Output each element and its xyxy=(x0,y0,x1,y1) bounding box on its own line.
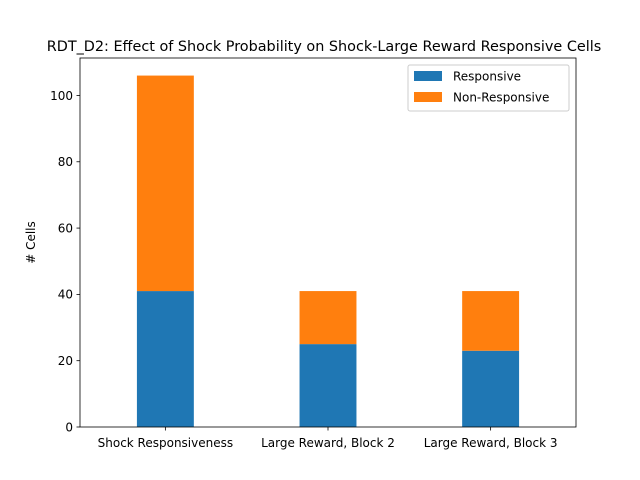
y-tick-label: 80 xyxy=(58,155,73,169)
bar-non-responsive-2 xyxy=(462,291,520,351)
chart-title: RDT_D2: Effect of Shock Probability on S… xyxy=(47,39,602,55)
y-tick-label: 20 xyxy=(58,354,73,368)
x-tick-label: Large Reward, Block 2 xyxy=(261,436,395,450)
plot-frame xyxy=(79,57,577,428)
x-tick-label: Shock Responsiveness xyxy=(98,436,234,450)
bar-responsive-2 xyxy=(462,350,520,427)
legend-swatch-1 xyxy=(414,92,442,102)
bar-non-responsive-1 xyxy=(299,291,357,345)
legend: Responsive Non-Responsive xyxy=(407,64,570,112)
legend-box xyxy=(407,64,570,112)
legend-label-1: Non-Responsive xyxy=(453,91,549,105)
y-axis: 0 20 40 60 80 100 xyxy=(50,89,80,434)
legend-swatch-0 xyxy=(414,71,442,81)
legend-label-0: Responsive xyxy=(453,70,521,84)
y-tick-label: 0 xyxy=(65,420,73,434)
bars-layer xyxy=(136,75,520,427)
y-tick-label: 100 xyxy=(50,89,73,103)
x-tick-label: Large Reward, Block 3 xyxy=(424,436,558,450)
y-axis-label: # Cells xyxy=(24,221,38,264)
bar-responsive-0 xyxy=(136,291,194,427)
y-tick-label: 60 xyxy=(58,221,73,235)
bar-responsive-1 xyxy=(299,344,357,427)
x-axis: Shock Responsiveness Large Reward, Block … xyxy=(98,427,558,450)
bar-non-responsive-0 xyxy=(136,75,194,292)
y-tick-label: 40 xyxy=(58,288,73,302)
